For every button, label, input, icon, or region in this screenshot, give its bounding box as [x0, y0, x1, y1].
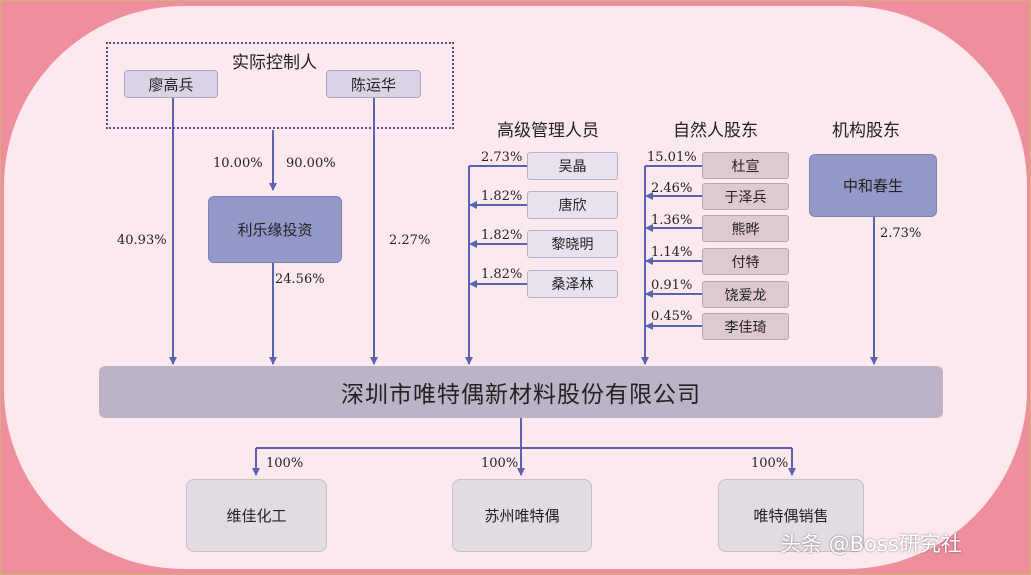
natural-title: 自然人股东	[673, 121, 758, 141]
pct-manager-1: 1.82%	[481, 189, 523, 204]
watermark-text: 头条 @Boss研究社	[780, 532, 962, 556]
subsidiary-box-1: 苏州唯特偶	[452, 479, 592, 552]
pct-natural-1: 2.46%	[651, 181, 693, 196]
natural-box-2: 熊晔	[702, 215, 789, 242]
natural-box-0: 杜宣	[702, 152, 789, 179]
managers-title: 高级管理人员	[497, 121, 599, 141]
pct-chen-to-invest: 90.00%	[286, 156, 336, 171]
natural-box-4: 饶爱龙	[702, 281, 789, 308]
background-oval	[4, 6, 1027, 569]
pct-liao-to-invest: 10.00%	[213, 156, 263, 171]
pct-invest: 24.56%	[275, 272, 325, 287]
natural-box-5: 李佳琦	[702, 313, 789, 340]
pct-natural-0: 15.01%	[647, 150, 697, 165]
pct-natural-3: 1.14%	[651, 245, 693, 260]
pct-manager-0: 2.73%	[481, 150, 523, 165]
controllers-group-frame	[106, 42, 454, 129]
pct-sub-2: 100%	[751, 456, 789, 471]
invest-entity-box: 利乐缘投资	[208, 196, 342, 263]
controllers-title: 实际控制人	[232, 53, 317, 73]
natural-box-3: 付特	[702, 248, 789, 275]
institution-box: 中和春生	[809, 154, 937, 217]
manager-box-0: 吴晶	[527, 152, 618, 180]
manager-box-1: 唐欣	[527, 191, 618, 219]
pct-natural-5: 0.45%	[651, 309, 693, 324]
manager-box-3: 桑泽林	[527, 270, 618, 298]
subsidiary-box-0: 维佳化工	[186, 479, 327, 552]
pct-sub-0: 100%	[266, 456, 304, 471]
company-box: 深圳市唯特偶新材料股份有限公司	[99, 366, 943, 418]
pct-institution: 2.73%	[880, 226, 922, 241]
pct-liao-direct: 40.93%	[117, 233, 167, 248]
manager-box-2: 黎晓明	[527, 230, 618, 258]
pct-natural-2: 1.36%	[651, 213, 693, 228]
institution-title: 机构股东	[832, 121, 900, 141]
pct-chen-direct: 2.27%	[389, 233, 431, 248]
pct-natural-4: 0.91%	[651, 278, 693, 293]
controller-box-2: 陈运华	[326, 70, 421, 98]
pct-sub-1: 100%	[481, 456, 519, 471]
natural-box-1: 于泽兵	[702, 183, 789, 210]
pct-manager-2: 1.82%	[481, 228, 523, 243]
subsidiary-box-2: 唯特偶销售	[718, 479, 864, 552]
pct-manager-3: 1.82%	[481, 267, 523, 282]
controller-box-1: 廖高兵	[124, 70, 218, 98]
